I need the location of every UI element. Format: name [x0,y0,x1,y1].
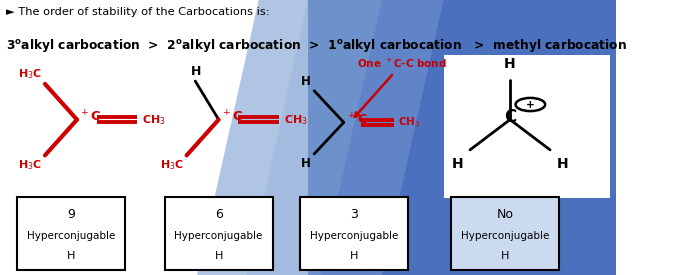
Text: H: H [214,251,223,261]
Text: H: H [301,75,311,88]
Text: +: + [526,100,535,109]
Text: One $^+$C-C bond: One $^+$C-C bond [355,57,447,117]
Text: H: H [191,65,202,78]
Polygon shape [197,0,382,275]
Text: $^+$C: $^+$C [346,112,368,127]
Text: $^+$C: $^+$C [221,109,244,125]
Text: Hyperconjugable: Hyperconjugable [174,231,263,241]
Text: $^+$C: $^+$C [80,109,102,125]
Text: H: H [556,157,568,171]
Text: CH$_3$: CH$_3$ [284,113,308,127]
Bar [17,197,125,270]
Text: 3: 3 [350,208,358,221]
Bar [444,55,610,198]
Text: H: H [504,57,516,72]
Text: CH$_3$: CH$_3$ [398,116,421,129]
Text: H$_3$C: H$_3$C [18,67,42,81]
Text: H$_3$C: H$_3$C [18,158,42,172]
Text: Hyperconjugable: Hyperconjugable [27,231,115,241]
Bar [164,197,272,270]
Text: Hyperconjugable: Hyperconjugable [310,231,398,241]
Text: 6: 6 [215,208,223,221]
Text: H: H [452,157,463,171]
Text: H$_3$C: H$_3$C [160,158,183,172]
Bar [300,197,408,270]
Text: Hyperconjugable: Hyperconjugable [461,231,550,241]
Text: H: H [350,251,358,261]
Bar [452,197,559,270]
Text: $\bf{3^o}$alkyl carbocation  >  $\bf{2^o}$alkyl carbocation  >  $\bf{1^o}$alkyl : $\bf{3^o}$alkyl carbocation > $\bf{2^o}$… [6,37,627,54]
Text: CH$_3$: CH$_3$ [142,113,166,127]
Polygon shape [246,0,444,275]
Polygon shape [308,0,616,275]
Text: 9: 9 [67,208,75,221]
Text: C: C [504,108,516,126]
Text: H: H [501,251,510,261]
Text: ► The order of stability of the Carbocations is:: ► The order of stability of the Carbocat… [6,7,270,17]
Text: No: No [496,208,514,221]
Text: H: H [66,251,75,261]
Text: H: H [301,157,311,170]
